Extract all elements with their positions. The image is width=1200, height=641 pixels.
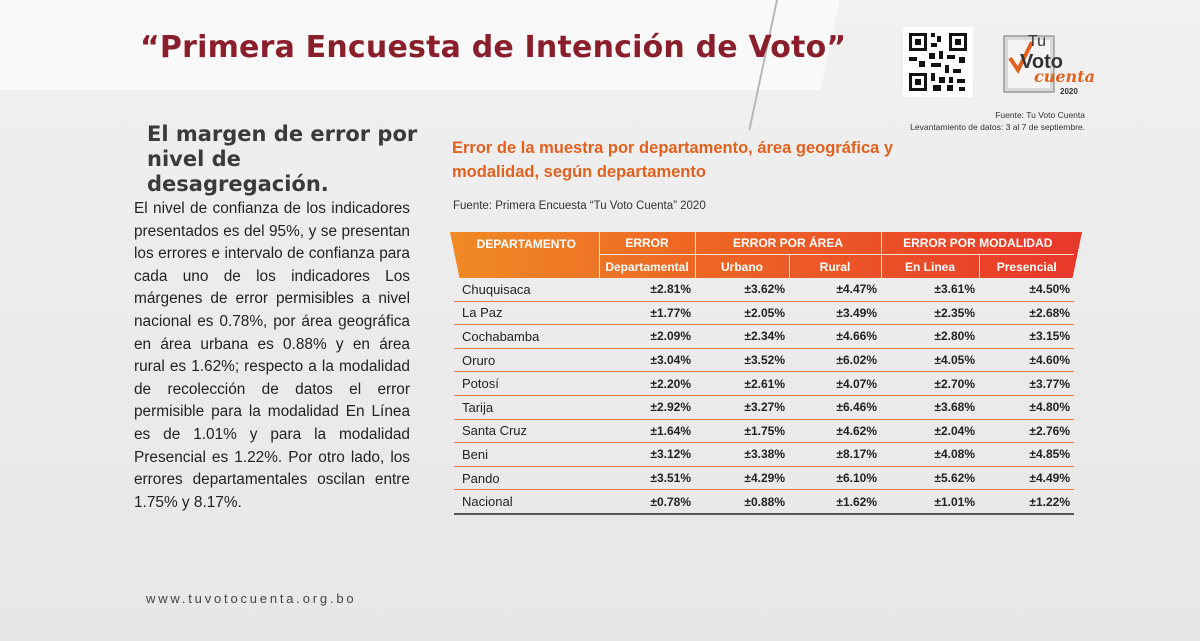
header-rural: Rural [788, 254, 881, 278]
error-urbano: ±3.52% [695, 348, 789, 373]
error-departamental: ±3.51% [599, 466, 695, 491]
error-departamental: ±2.92% [599, 395, 695, 420]
error-departamental: ±2.09% [599, 324, 695, 349]
error-table-container: DEPARTAMENTO ERROR ERROR POR ÁREA ERROR … [450, 232, 1082, 515]
error-presencial: ±4.49% [979, 466, 1074, 491]
error-urbano: ±1.75% [695, 419, 789, 444]
error-en-linea: ±5.62% [881, 466, 979, 491]
header-en-linea: En Linea [880, 254, 979, 278]
error-en-linea: ±3.68% [881, 395, 979, 420]
error-departamental: ±1.64% [599, 419, 695, 444]
error-table: DEPARTAMENTO ERROR ERROR POR ÁREA ERROR … [454, 232, 1074, 515]
error-en-linea: ±1.01% [881, 489, 979, 515]
error-rural: ±4.62% [789, 419, 881, 444]
error-en-linea: ±2.04% [881, 419, 979, 444]
qr-code[interactable] [903, 27, 973, 97]
logo-text-voto: Voto [1020, 51, 1063, 73]
error-rural: ±3.49% [789, 301, 881, 326]
table-row: Chuquisaca ±2.81% ±3.62% ±4.47% ±3.61% ±4.50% [454, 278, 1074, 302]
error-urbano: ±3.27% [695, 395, 789, 420]
source-note: Fuente: Tu Voto Cuenta Levantamiento de … [910, 109, 1085, 133]
error-departamental: ±0.78% [599, 489, 695, 515]
error-rural: ±6.46% [789, 395, 881, 420]
header-error: ERROR [598, 232, 695, 255]
error-presencial: ±4.85% [979, 442, 1074, 467]
header-presencial: Presencial [978, 254, 1074, 278]
tu-voto-cuenta-logo: Tu Voto cuenta 2020 [1000, 28, 1095, 98]
error-rural: ±6.10% [789, 466, 881, 491]
department-name: La Paz [454, 301, 599, 326]
error-en-linea: ±2.70% [881, 371, 979, 396]
header-urbano: Urbano [694, 254, 789, 278]
department-name: Nacional [454, 489, 599, 515]
error-departamental: ±1.77% [599, 301, 695, 326]
error-rural: ±8.17% [789, 442, 881, 467]
department-name: Pando [454, 466, 599, 491]
error-en-linea: ±2.35% [881, 301, 979, 326]
error-urbano: ±3.38% [695, 442, 789, 467]
error-rural: ±4.66% [789, 324, 881, 349]
table-row: Santa Cruz ±1.64% ±1.75% ±4.62% ±2.04% ±2.76% [454, 419, 1074, 444]
table-source: Fuente: Primera Encuesta “Tu Voto Cuenta… [453, 200, 706, 212]
header-error-modalidad: ERROR POR MODALIDAD [880, 232, 1074, 255]
error-rural: ±1.62% [789, 489, 881, 515]
header-departamento: DEPARTAMENTO [476, 237, 576, 251]
table-row: Pando ±3.51% ±4.29% ±6.10% ±5.62% ±4.49% [454, 466, 1074, 491]
source-line: Fuente: Tu Voto Cuenta [995, 110, 1085, 120]
error-presencial: ±3.77% [979, 371, 1074, 396]
error-departamental: ±3.04% [599, 348, 695, 373]
error-urbano: ±3.62% [695, 278, 789, 302]
table-row: La Paz ±1.77% ±2.05% ±3.49% ±2.35% ±2.68% [454, 301, 1074, 326]
error-urbano: ±2.61% [695, 371, 789, 396]
error-presencial: ±2.76% [979, 419, 1074, 444]
logo-text-cuenta: cuenta [1034, 67, 1095, 86]
department-name: Santa Cruz [454, 419, 599, 444]
error-urbano: ±2.05% [695, 301, 789, 326]
error-presencial: ±4.60% [979, 348, 1074, 373]
description-text: El nivel de confianza de los indicadores… [134, 198, 410, 514]
table-row: Cochabamba ±2.09% ±2.34% ±4.66% ±2.80% ±3.15% [454, 324, 1074, 349]
website-url[interactable]: www.tuvotocuenta.org.bo [146, 591, 357, 606]
department-name: Beni [454, 442, 599, 467]
department-name: Chuquisaca [454, 278, 599, 302]
error-en-linea: ±4.08% [881, 442, 979, 467]
table-row: Oruro ±3.04% ±3.52% ±6.02% ±4.05% ±4.60% [454, 348, 1074, 373]
logo-text-tu: Tu [1028, 33, 1046, 50]
error-rural: ±4.47% [789, 278, 881, 302]
error-rural: ±6.02% [789, 348, 881, 373]
logo-text-year: 2020 [1060, 87, 1078, 96]
table-title: Error de la muestra por departamento, ár… [452, 139, 894, 181]
error-en-linea: ±2.80% [881, 324, 979, 349]
error-urbano: ±2.34% [695, 324, 789, 349]
table-row: Nacional ±0.78% ±0.88% ±1.62% ±1.01% ±1.22% [454, 489, 1074, 515]
department-name: Potosí [454, 371, 599, 396]
title-band [0, 0, 800, 90]
table-row: Potosí ±2.20% ±2.61% ±4.07% ±2.70% ±3.77% [454, 371, 1074, 396]
error-urbano: ±4.29% [695, 466, 789, 491]
section-heading: El margen de error por nivel de desagreg… [147, 122, 418, 196]
page-title: “Primera Encuesta de Intención de Voto” [140, 30, 847, 65]
survey-dates: Levantamiento de datos: 3 al 7 de septie… [910, 122, 1085, 132]
error-en-linea: ±3.61% [881, 278, 979, 302]
department-name: Oruro [454, 348, 599, 373]
error-presencial: ±4.50% [979, 278, 1074, 302]
error-urbano: ±0.88% [695, 489, 789, 515]
department-name: Cochabamba [454, 324, 599, 349]
error-departamental: ±2.20% [599, 371, 695, 396]
error-presencial: ±2.68% [979, 301, 1074, 326]
header-departamental: Departamental [598, 254, 695, 278]
error-presencial: ±1.22% [979, 489, 1074, 515]
error-rural: ±4.07% [789, 371, 881, 396]
header-error-area: ERROR POR ÁREA [694, 232, 881, 255]
table-row: Beni ±3.12% ±3.38% ±8.17% ±4.08% ±4.85% [454, 442, 1074, 467]
error-departamental: ±2.81% [599, 278, 695, 302]
department-name: Tarija [454, 395, 599, 420]
table-row: Tarija ±2.92% ±3.27% ±6.46% ±3.68% ±4.80% [454, 395, 1074, 420]
error-en-linea: ±4.05% [881, 348, 979, 373]
description-paragraph: El nivel de confianza de los indicadores… [134, 200, 410, 511]
error-presencial: ±3.15% [979, 324, 1074, 349]
error-departamental: ±3.12% [599, 442, 695, 467]
error-presencial: ±4.80% [979, 395, 1074, 420]
